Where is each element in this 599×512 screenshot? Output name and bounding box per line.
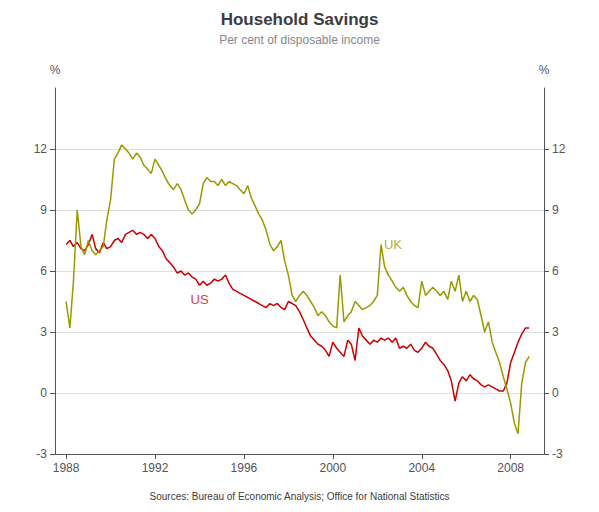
svg-text:9: 9 [40,203,47,217]
svg-text:2000: 2000 [319,461,346,475]
svg-text:2004: 2004 [408,461,435,475]
svg-text:Sources: Bureau of Economic An: Sources: Bureau of Economic Analysis; Of… [150,491,450,502]
svg-text:-3: -3 [552,447,563,461]
svg-text:12: 12 [552,142,566,156]
svg-text:1988: 1988 [53,461,80,475]
svg-text:6: 6 [40,264,47,278]
svg-text:12: 12 [34,142,48,156]
svg-text:%: % [539,63,550,77]
svg-text:9: 9 [552,203,559,217]
svg-text:1992: 1992 [142,461,169,475]
svg-text:US: US [191,292,209,307]
svg-text:UK: UK [384,237,402,252]
svg-text:3: 3 [552,325,559,339]
svg-text:1996: 1996 [231,461,258,475]
svg-text:Household Savings: Household Savings [221,10,379,29]
svg-text:6: 6 [552,264,559,278]
svg-text:%: % [50,63,61,77]
svg-text:0: 0 [552,386,559,400]
svg-text:Per cent of disposable income: Per cent of disposable income [219,33,380,47]
svg-text:3: 3 [40,325,47,339]
svg-text:-3: -3 [36,447,47,461]
svg-text:2008: 2008 [497,461,524,475]
svg-text:0: 0 [40,386,47,400]
